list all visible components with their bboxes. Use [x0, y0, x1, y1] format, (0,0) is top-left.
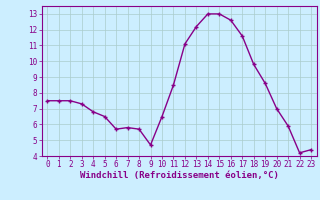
X-axis label: Windchill (Refroidissement éolien,°C): Windchill (Refroidissement éolien,°C)	[80, 171, 279, 180]
